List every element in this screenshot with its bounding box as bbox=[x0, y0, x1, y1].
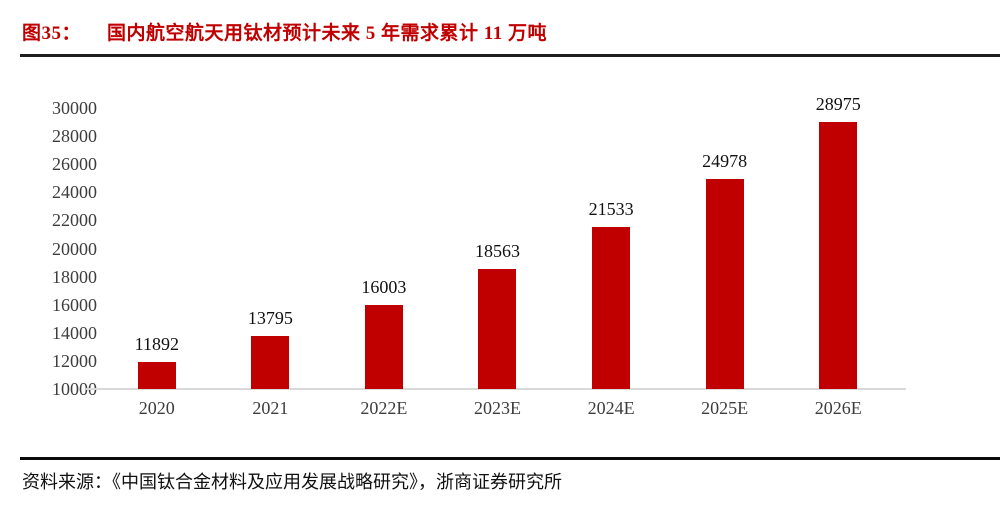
bar-2024E bbox=[592, 227, 631, 389]
bar-chart: 30000 28000 26000 24000 22000 20000 18000 16000… bbox=[52, 94, 906, 418]
y-tick-label: 16000 bbox=[52, 294, 97, 315]
bar-2020 bbox=[137, 362, 176, 389]
title-divider-rule bbox=[20, 54, 1000, 57]
bar-2021 bbox=[251, 336, 290, 389]
figure-number-label: 图35： bbox=[22, 23, 82, 44]
bar-data-label: 28975 bbox=[815, 94, 861, 114]
bar-data-label: 16003 bbox=[361, 277, 407, 297]
y-tick-label: 10000 bbox=[52, 379, 97, 399]
bar-slot: 18563 bbox=[441, 108, 555, 389]
bar-data-label: 24978 bbox=[702, 151, 748, 171]
footer-divider-rule bbox=[20, 457, 1000, 460]
bar-data-label: 13795 bbox=[247, 308, 293, 328]
bar-data-label: 21533 bbox=[588, 199, 634, 219]
y-tick-label: 22000 bbox=[52, 210, 97, 231]
y-tick-label: 26000 bbox=[52, 154, 97, 175]
bar-slot: 24978 bbox=[668, 108, 782, 389]
y-tick-label: 14000 bbox=[52, 322, 97, 343]
plot-area: 11892 13795 16003 18563 21533 24978 28975 bbox=[100, 94, 895, 389]
bar-slot: 13795 bbox=[214, 108, 328, 389]
figure-title-text: 国内航空航天用钛材预计未来 5 年需求累计 11 万吨 bbox=[107, 23, 547, 44]
y-tick-label: 24000 bbox=[52, 182, 97, 203]
source-note: 资料来源：《中国钛合金材料及应用发展战略研究》，浙商证券研究所 bbox=[22, 468, 562, 494]
source-label: 资料来源： bbox=[22, 472, 112, 492]
bar-slot: 16003 bbox=[327, 108, 441, 389]
x-axis-baseline bbox=[86, 388, 906, 390]
x-tick-label: 2024E bbox=[587, 398, 635, 418]
x-tick-label: 2021 bbox=[252, 398, 289, 418]
x-tick-label: 2025E bbox=[701, 398, 749, 418]
y-tick-label: 28000 bbox=[52, 126, 97, 147]
y-tick-label: 18000 bbox=[52, 266, 97, 287]
bar-2022E bbox=[364, 305, 403, 389]
bar-data-label: 18563 bbox=[474, 241, 520, 261]
x-tick-label: 2020 bbox=[138, 398, 175, 418]
y-tick-label: 12000 bbox=[52, 350, 97, 371]
bar-data-label: 11892 bbox=[134, 334, 179, 354]
x-tick-label: 2023E bbox=[473, 398, 521, 418]
bar-2023E bbox=[478, 269, 517, 389]
x-tick-label: 2022E bbox=[360, 398, 408, 418]
x-tick-label: 2026E bbox=[814, 398, 862, 418]
bar-slot: 11892 bbox=[100, 108, 214, 389]
bar-slot: 21533 bbox=[554, 108, 668, 389]
y-tick-label: 20000 bbox=[52, 238, 97, 259]
bar-2026E bbox=[819, 122, 858, 389]
source-text: 《中国钛合金材料及应用发展战略研究》，浙商证券研究所 bbox=[112, 472, 562, 492]
bar-2025E bbox=[705, 179, 744, 389]
y-tick-label: 30000 bbox=[52, 98, 97, 118]
figure-title: 图35： 国内航空航天用钛材预计未来 5 年需求累计 11 万吨 bbox=[22, 18, 547, 45]
bar-slot: 28975 bbox=[781, 94, 895, 389]
